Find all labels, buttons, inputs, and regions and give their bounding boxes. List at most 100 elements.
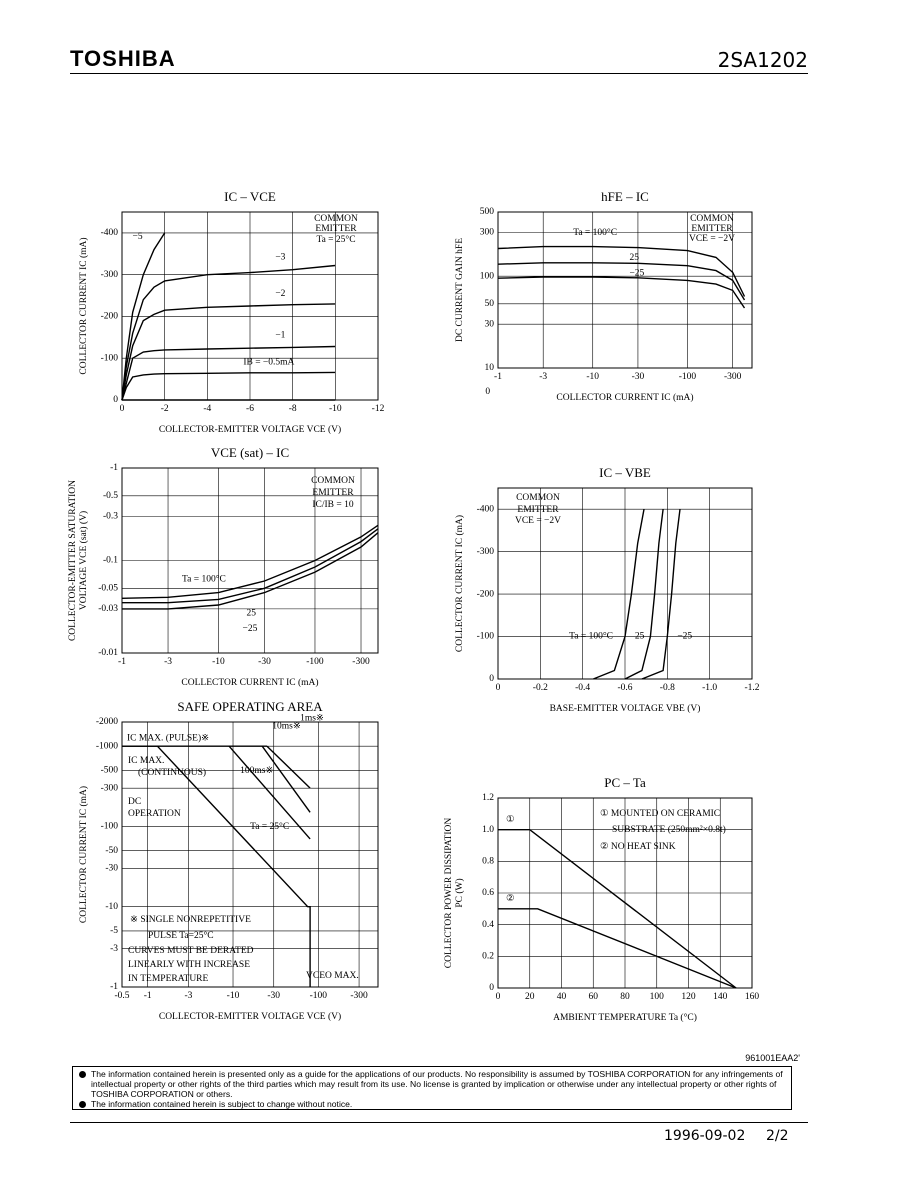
annotation: ② NO HEAT SINK [600, 841, 676, 852]
annotation: SUBSTRATE (250mm²×0.8t) [612, 824, 726, 835]
y-axis-label: VOLTAGE VCE (sat) (V) [78, 511, 89, 610]
annotation: COMMON [690, 214, 734, 224]
x-tick-label: -0.4 [575, 683, 590, 693]
y-tick-label: 30 [485, 319, 495, 329]
x-tick-label: 140 [713, 992, 728, 1002]
y-tick-label: 0.6 [482, 888, 494, 898]
x-tick-label: -1 [118, 657, 126, 667]
curve-label: −25 [629, 269, 644, 279]
x-tick-label: -1.0 [702, 683, 717, 693]
curve-label: −3 [275, 253, 285, 263]
chart-title: SAFE OPERATING AREA [177, 699, 323, 714]
x-axis-label: COLLECTOR-EMITTER VOLTAGE VCE (V) [159, 424, 341, 435]
x-tick-label: -2 [161, 404, 169, 414]
chart-title: VCE (sat) – IC [211, 445, 289, 460]
x-tick-label: 0 [496, 683, 501, 693]
x-tick-label: -12 [372, 404, 385, 414]
x-tick-label: -100 [310, 991, 328, 1001]
curve-label: 10ms※ [272, 721, 301, 731]
page-number: 2/2 [766, 1128, 789, 1144]
x-axis-label: COLLECTOR-EMITTER VOLTAGE VCE (V) [159, 1011, 341, 1022]
x-tick-label: 40 [557, 992, 567, 1002]
y-tick-label: -3 [110, 944, 118, 954]
curve [498, 829, 737, 989]
curve [497, 262, 746, 301]
x-tick-label: -30 [632, 372, 645, 382]
x-tick-label: -30 [267, 991, 280, 1001]
x-tick-label: 60 [589, 992, 599, 1002]
annotation: VCE = −2V [515, 516, 561, 526]
x-axis-label: COLLECTOR CURRENT IC (mA) [181, 677, 318, 688]
curve-label: Ta = 25°C [250, 821, 289, 832]
x-tick-label: -3 [164, 657, 172, 667]
annotation: COMMON [314, 214, 358, 224]
y-tick-label: -400 [477, 504, 495, 514]
x-tick-label: -300 [350, 991, 368, 1001]
curve-label: 0 [485, 387, 490, 397]
annotation: COMMON [516, 493, 560, 503]
x-tick-label: -300 [724, 372, 742, 382]
annotation: Ta = 25°C [316, 234, 355, 245]
y-tick-label: -1 [110, 463, 118, 473]
curve [122, 532, 379, 610]
y-tick-label: -1 [110, 982, 118, 992]
y-axis-label: COLLECTOR POWER DISSIPATION [444, 818, 454, 969]
x-tick-label: -10 [586, 372, 599, 382]
annotation: VCE = −2V [689, 234, 735, 244]
curve-label: 25 [629, 253, 639, 263]
x-tick-label: 0 [496, 992, 501, 1002]
x-tick-label: -10 [329, 404, 342, 414]
annotation: VCEO MAX. [306, 971, 359, 981]
rule [70, 73, 808, 74]
x-tick-label: -300 [352, 657, 370, 667]
curve-label: 100ms※ [240, 766, 273, 776]
curve-label: −25 [677, 632, 692, 642]
curve [121, 524, 379, 599]
y-axis-label: DC CURRENT GAIN hFE [455, 238, 465, 342]
curve-label: Ta = 100°C [573, 227, 617, 238]
annotation: DC [128, 797, 141, 807]
curve [228, 745, 311, 840]
x-tick-label: -3 [184, 991, 192, 1001]
y-tick-label: -500 [101, 766, 119, 776]
y-tick-label: -50 [105, 846, 118, 856]
chart-title: PC – Ta [604, 775, 646, 790]
x-tick-label: -0.5 [114, 991, 129, 1001]
annotation: IN TEMPERATURE [128, 974, 209, 984]
annotation: COMMON [311, 476, 355, 486]
chart-title: hFE – IC [601, 189, 649, 204]
y-tick-label: -100 [101, 822, 119, 832]
curve [121, 232, 166, 401]
curve [624, 509, 664, 680]
x-tick-label: -30 [258, 657, 271, 667]
chart-title: IC – VCE [224, 189, 276, 204]
curve-label: −5 [133, 232, 143, 242]
y-tick-label: -0.5 [103, 491, 118, 501]
x-tick-label: -1 [144, 991, 152, 1001]
annotation: EMITTER [517, 505, 559, 515]
x-tick-label: -3 [539, 372, 547, 382]
annotation: LINEARLY WITH INCREASE [128, 960, 250, 970]
y-axis-label: COLLECTOR-EMITTER SATURATION [68, 480, 78, 641]
x-tick-label: -100 [679, 372, 697, 382]
y-tick-label: 0.8 [482, 857, 494, 867]
y-tick-label: 0.4 [482, 920, 494, 930]
curve-label: −1 [275, 331, 285, 341]
x-tick-label: -0.6 [617, 683, 632, 693]
y-tick-label: -0.01 [98, 648, 118, 658]
curve [266, 745, 311, 789]
x-tick-label: -10 [212, 657, 225, 667]
y-axis-label: COLLECTOR CURRENT IC (mA) [454, 515, 465, 652]
part-number: 2SA1202 [717, 48, 808, 72]
y-tick-label: -1000 [96, 741, 118, 751]
curve [121, 264, 336, 401]
curve-label: ② [506, 893, 515, 904]
y-tick-label: -30 [105, 864, 118, 874]
y-tick-label: -300 [101, 783, 119, 793]
curve [593, 509, 645, 680]
annotation: IC/IB = 10 [312, 500, 353, 510]
curve-label: IB = −0.5mA [243, 358, 294, 368]
y-tick-label: 0.2 [482, 952, 494, 962]
y-axis-label: COLLECTOR CURRENT IC (mA) [78, 237, 89, 374]
